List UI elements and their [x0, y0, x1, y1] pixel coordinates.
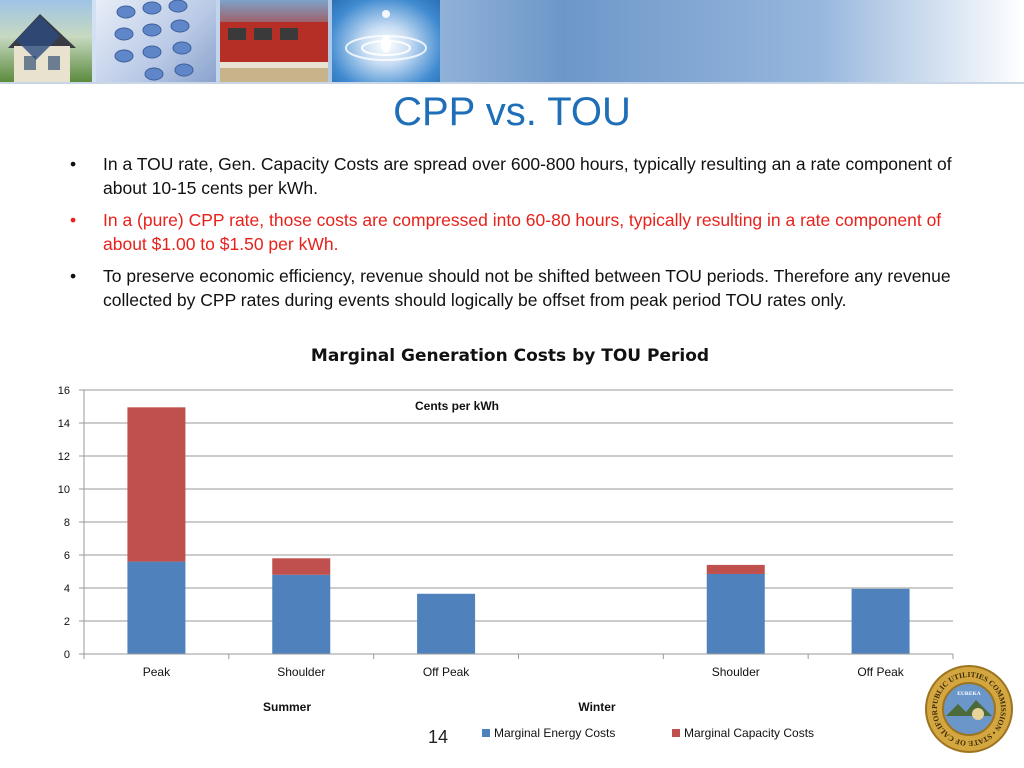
- legend-swatch: [672, 729, 680, 737]
- cpuc-seal: PUBLIC UTILITIES COMMISSION • STATE OF C…: [924, 664, 1013, 753]
- bullet-item: • In a (pure) CPP rate, those costs are …: [70, 208, 960, 256]
- y-tick-label: 12: [58, 451, 70, 463]
- bullet-item: • To preserve economic efficiency, reven…: [70, 264, 960, 312]
- group-label: Summer: [263, 700, 311, 714]
- chart-annotation: Cents per kWh: [415, 399, 499, 413]
- seal-figure: [972, 708, 984, 720]
- bullet-list: • In a TOU rate, Gen. Capacity Costs are…: [70, 152, 960, 320]
- group-label: Winter: [578, 700, 616, 714]
- y-tick-label: 2: [64, 616, 70, 628]
- bar-energy-cost: [127, 561, 186, 654]
- y-tick-label: 4: [64, 583, 70, 595]
- bar-energy-cost: [417, 593, 476, 654]
- bar-capacity-cost: [127, 407, 186, 562]
- bullet-text: In a (pure) CPP rate, those costs are co…: [103, 210, 942, 254]
- train-photo: [220, 0, 328, 82]
- bar-energy-cost: [851, 588, 910, 654]
- bullet-item: • In a TOU rate, Gen. Capacity Costs are…: [70, 152, 960, 200]
- x-category-label: Peak: [143, 665, 171, 679]
- banner-divider: [0, 82, 1024, 84]
- water-drop-photo: [332, 0, 440, 82]
- y-tick-label: 10: [58, 484, 70, 496]
- chart-title: Marginal Generation Costs by TOU Period: [310, 346, 710, 366]
- bar-capacity-cost: [706, 564, 765, 574]
- x-category-label: Shoulder: [712, 665, 760, 679]
- header-banner: [0, 0, 1024, 82]
- x-category-label: Shoulder: [277, 665, 325, 679]
- bullet-marker: •: [70, 154, 77, 174]
- x-category-label: Off Peak: [423, 665, 470, 679]
- x-category-label: Off Peak: [857, 665, 904, 679]
- bullet-text: In a TOU rate, Gen. Capacity Costs are s…: [103, 154, 952, 198]
- bullet-marker: •: [70, 210, 77, 230]
- stacked-bar-chart: 0 2 4 6 8 10 12 14 16 Peak Shoulder Off Peak Shoulde…: [58, 385, 954, 740]
- y-tick-label: 6: [64, 550, 70, 562]
- y-tick-label: 14: [58, 418, 70, 430]
- y-tick-label: 8: [64, 517, 70, 529]
- legend-swatch: [482, 729, 490, 737]
- seal-motto: EUREKA: [957, 691, 981, 697]
- bar-capacity-cost: [272, 558, 331, 575]
- legend-label: Marginal Capacity Costs: [684, 726, 814, 740]
- house-solar-photo: [0, 0, 92, 82]
- bullet-text: To preserve economic efficiency, revenue…: [103, 266, 951, 310]
- bar-energy-cost: [706, 573, 765, 654]
- bullet-marker: •: [70, 266, 77, 286]
- y-tick-label: 0: [64, 649, 70, 661]
- legend-label: Marginal Energy Costs: [494, 726, 615, 740]
- page-number: 14: [428, 727, 449, 747]
- phone-keypad-photo: [96, 0, 216, 82]
- y-tick-label: 16: [58, 385, 70, 397]
- slide-title: CPP vs. TOU: [393, 90, 631, 134]
- bar-energy-cost: [272, 574, 331, 654]
